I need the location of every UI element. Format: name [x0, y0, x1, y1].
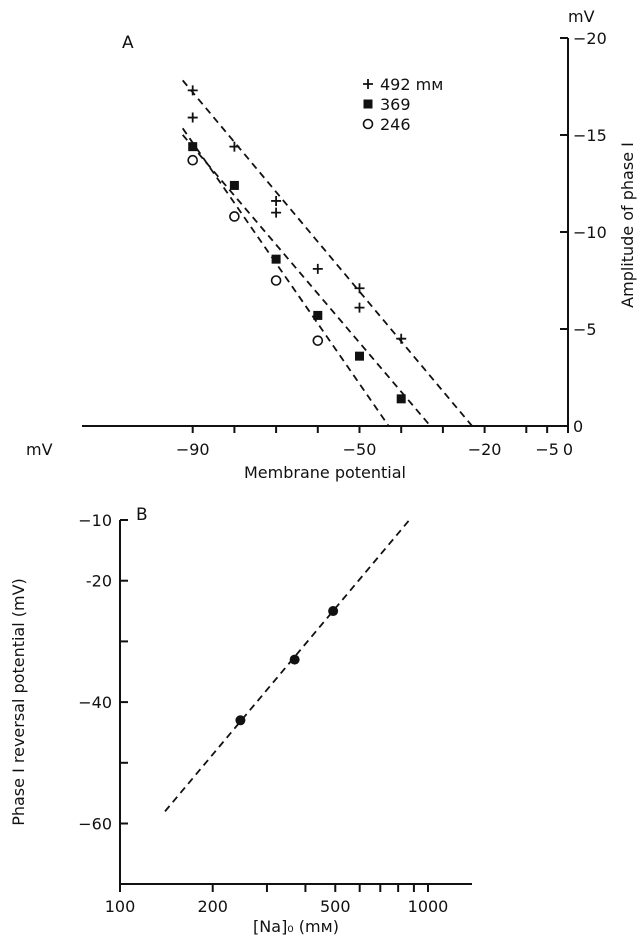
- panel-a-fit-lines: [181, 79, 473, 427]
- panel-a-y-ticks: −20 −15 −10 −5 0: [560, 29, 607, 436]
- panel-a-point-s1-5: [396, 394, 406, 404]
- panel-a-y-title: Amplitude of phase I: [618, 142, 637, 308]
- panel-a-point-s0-0: [187, 85, 198, 96]
- panel-b-fit-line-0: [164, 519, 411, 812]
- panel-a-point-s0-5: [312, 263, 323, 274]
- panel-a-fit-line-2: [181, 127, 390, 427]
- panel-a-point-s0-4: [271, 207, 282, 218]
- panel-a-y-unit: mV: [568, 7, 595, 26]
- panel-b-x-ticks: 100 200 500 1000: [105, 884, 449, 916]
- panel-a-legend-label-2: 246: [380, 115, 411, 134]
- panel-a-point-s0-6: [354, 283, 365, 294]
- panel-b-y-tick-label-0: −10: [78, 511, 112, 530]
- panel-b-x-tick-label-0: 100: [105, 897, 136, 916]
- panel-b-y-tick-label-3: −60: [78, 815, 112, 834]
- panel-b-points: [235, 606, 339, 726]
- panel-a-legend-label-0: 492 mм: [380, 75, 443, 94]
- panel-a-point-s1-4: [355, 351, 364, 361]
- panel-a-x-title: Membrane potential: [244, 463, 406, 482]
- panel-a-fit-line-0: [182, 79, 473, 427]
- panel-a-x-ticks: −90 −50 −20 −5 0: [176, 426, 573, 459]
- panel-a-legend-marker-2: [362, 118, 374, 130]
- panel-a-y-tick-label-3: −5: [573, 320, 597, 339]
- panel-a-point-s1-0: [188, 142, 198, 152]
- panel-b-point-2: [328, 606, 339, 617]
- panel-a-points: [187, 85, 407, 404]
- panel-a-fit-line-1: [182, 134, 432, 427]
- panel-a: A mV mV Membrane potential Amplitude of …: [26, 7, 637, 482]
- panel-a-point-s1-2: [271, 254, 281, 264]
- panel-b-point-0: [235, 715, 246, 726]
- panel-a-point-s1-1: [229, 180, 239, 190]
- panel-b-y-tick-label-1: -20: [86, 572, 112, 591]
- panel-a-x-tick-label-0: −90: [176, 440, 210, 459]
- panel-a-x-unit: mV: [26, 440, 53, 459]
- panel-b-y-tick-label-2: −40: [78, 693, 112, 712]
- panel-a-legend-marker-1: [363, 99, 373, 109]
- panel-a-y-tick-label-1: −15: [573, 126, 607, 145]
- panel-a-x-tick-label-3: −5: [535, 440, 559, 459]
- panel-b-x-tick-label-2: 500: [320, 897, 351, 916]
- panel-a-point-s2-2: [270, 275, 282, 286]
- panel-b: B [Na]₀ (mм) Phase I reversal potential …: [9, 505, 472, 936]
- panel-a-x-tick-label-2: −20: [468, 440, 502, 459]
- panel-a-point-s0-1: [187, 112, 198, 123]
- panel-a-legend-label-1: 369: [380, 95, 411, 114]
- panel-a-legend-marker-0: [363, 79, 373, 89]
- panel-a-y-tick-label-2: −10: [573, 223, 607, 242]
- panel-b-x-tick-label-1: 200: [197, 897, 228, 916]
- panel-a-x-tick-label-1: −50: [343, 440, 377, 459]
- panel-a-point-s2-0: [187, 154, 198, 166]
- panel-a-point-s0-2: [229, 141, 240, 152]
- panel-b-label: B: [136, 505, 148, 525]
- panel-a-label: A: [122, 33, 134, 53]
- panel-b-fit-lines: [164, 519, 411, 812]
- panel-b-x-tick-label-3: 1000: [408, 897, 449, 916]
- panel-a-y-tick-label-0: −20: [573, 29, 607, 48]
- panel-a-point-s0-3: [271, 195, 282, 206]
- panel-b-point-1: [289, 654, 300, 665]
- panel-a-point-s0-7: [354, 302, 365, 313]
- panel-a-point-s2-3: [312, 335, 324, 346]
- panel-b-y-title: Phase I reversal potential (mV): [9, 578, 28, 826]
- panel-a-point-s0-8: [396, 333, 407, 344]
- panel-a-x-tick-label-4: 0: [563, 440, 573, 459]
- panel-b-x-title: [Na]₀ (mм): [253, 917, 339, 936]
- panel-a-y-tick-label-4: 0: [573, 417, 583, 436]
- panel-a-point-s2-1: [229, 211, 240, 222]
- panel-a-point-s1-3: [313, 310, 323, 320]
- panel-b-y-ticks: −10 -20 −40 −60: [78, 511, 128, 834]
